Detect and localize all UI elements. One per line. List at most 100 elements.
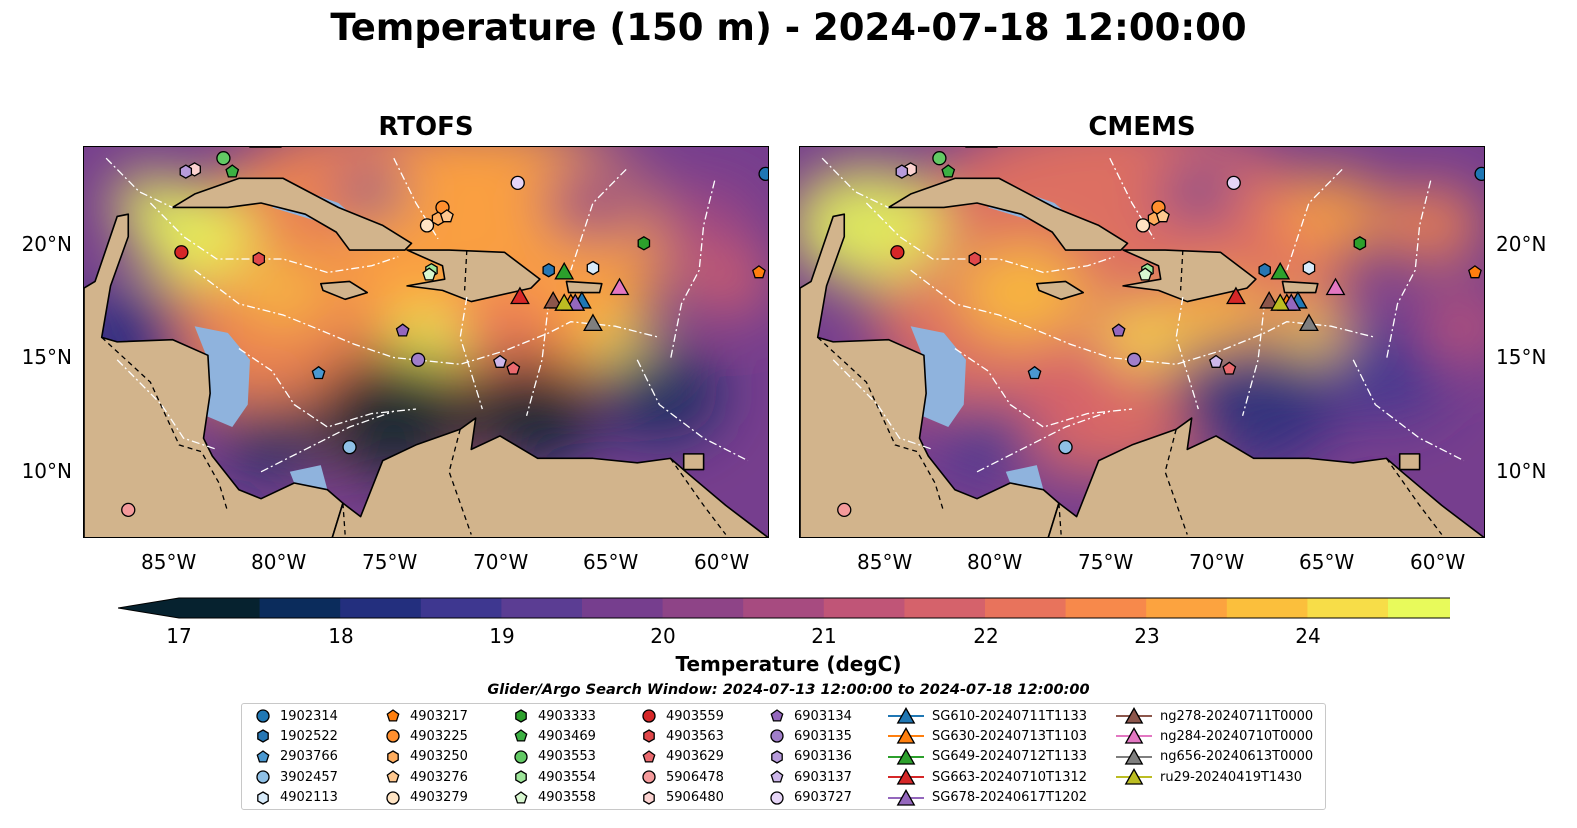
legend-label: SG663-20240710T1312: [932, 769, 1088, 785]
observation-marker: [179, 164, 193, 179]
legend-label: 4903217: [410, 708, 468, 724]
legend-marker: [515, 770, 527, 784]
legend-marker: [386, 790, 400, 805]
observation-marker: [510, 286, 530, 305]
land: [1035, 280, 1085, 301]
legend-label: ru29-20240419T1430: [1160, 769, 1303, 785]
legend-label: 5906478: [666, 769, 724, 785]
legend-symbol: [386, 790, 400, 805]
temperature-region: [1099, 303, 1187, 371]
observation-marker: [1027, 365, 1042, 380]
observation-marker: [752, 265, 766, 279]
eez-boundary: [116, 359, 217, 451]
land: [331, 417, 768, 537]
country-border: [1385, 457, 1443, 535]
legend-entry: 5906478: [638, 767, 724, 787]
eez-boundary: [1352, 359, 1465, 462]
temperature-region: [654, 187, 754, 264]
colorbar-segment: [259, 598, 341, 618]
temperature-region: [1325, 324, 1447, 418]
legend-marker: [888, 788, 924, 806]
legend-symbol: [642, 749, 656, 763]
legend-entry: ru29-20240419T1430: [1114, 767, 1302, 787]
observation-marker: [1226, 286, 1246, 305]
legend-label: 6903727: [794, 790, 852, 806]
legend-label: 6903137: [794, 769, 852, 785]
legend-marker: [1116, 727, 1152, 745]
legend-label: ng284-20240710T0000: [1160, 728, 1314, 744]
observation-marker: [1270, 293, 1291, 311]
legend-marker: [256, 770, 270, 784]
legend-symbol: [257, 790, 269, 805]
eez-boundary: [1175, 296, 1199, 410]
legend-label: SG649-20240712T1133: [932, 749, 1088, 765]
lon-tick: 65°W: [1299, 550, 1355, 574]
lon-tick: 60°W: [694, 550, 750, 574]
observation-marker: [121, 502, 136, 518]
eez-boundary: [459, 296, 483, 410]
legend-marker: [770, 729, 784, 744]
legend-marker: [770, 770, 784, 783]
legend-label: 4903250: [410, 749, 468, 765]
lon-tick: 70°W: [1189, 550, 1245, 574]
legend-marker: [386, 709, 400, 722]
observation-marker: [542, 262, 555, 278]
country-border: [1179, 250, 1184, 291]
land: [1047, 417, 1484, 537]
observation-marker: [1259, 291, 1280, 309]
colorbar-segment: [582, 598, 664, 618]
observation-marker: [1126, 352, 1142, 367]
legend-symbol: [770, 729, 784, 744]
panel-title-rtofs: RTOFS: [378, 112, 474, 142]
observation-marker: [1209, 354, 1223, 368]
country-border: [101, 336, 229, 513]
legend-entry: 4903554: [510, 767, 596, 787]
legend-entry: 6903136: [766, 747, 852, 767]
map-panel-cmems[interactable]: [799, 146, 1485, 538]
temperature-region: [1419, 292, 1484, 360]
legend-symbol: [256, 770, 270, 784]
colorbar-segment: [1307, 598, 1389, 618]
country-border: [669, 457, 727, 535]
observation-marker: [1226, 175, 1241, 190]
temperature-region: [455, 354, 599, 464]
observation-marker: [554, 293, 575, 311]
legend-entry: 4903553: [510, 747, 596, 767]
legend-marker: [514, 790, 528, 804]
legend-label: 4902113: [280, 790, 338, 806]
legend-entry: 4903276: [382, 767, 468, 787]
legend-entry: 5906480: [638, 788, 724, 808]
temperature-region: [239, 259, 328, 327]
eez-boundary: [636, 359, 749, 462]
legend-marker: [257, 790, 269, 805]
lon-tick: 80°W: [251, 550, 307, 574]
legend-marker: [888, 768, 924, 785]
legend-entry: 3902457: [252, 767, 338, 787]
colorbar-extend-min: [118, 598, 179, 618]
map-panel-rtofs[interactable]: [83, 146, 769, 538]
temperature-contours: [84, 147, 768, 479]
legend-entry: 4903629: [638, 747, 724, 767]
eez-boundary: [1109, 157, 1155, 240]
observation-marker: [419, 218, 435, 233]
lon-tick: 85°W: [141, 550, 197, 574]
lat-tick: 20°N: [21, 232, 72, 256]
colorbar-label: Temperature (degC): [675, 652, 902, 676]
observation-marker: [1353, 236, 1367, 251]
legend-entry: 4903279: [382, 788, 468, 808]
colorbar-segment: [179, 598, 261, 618]
legend-entry: 4903558: [510, 788, 596, 808]
observation-marker: [506, 361, 521, 375]
observation-marker: [586, 260, 600, 276]
land: [887, 177, 1129, 251]
legend-entry: 4903250: [382, 747, 468, 767]
legend-symbol: [642, 770, 656, 784]
legend-marker: [643, 729, 655, 744]
legend-entry: 6903134: [766, 706, 852, 726]
legend-symbol: [1124, 747, 1144, 765]
colorbar-tick: 24: [1295, 624, 1321, 648]
lon-tick: 70°W: [473, 550, 529, 574]
legend-symbol: [896, 707, 916, 724]
legend-symbol: [514, 790, 528, 804]
legend-label: 4903553: [538, 749, 596, 765]
